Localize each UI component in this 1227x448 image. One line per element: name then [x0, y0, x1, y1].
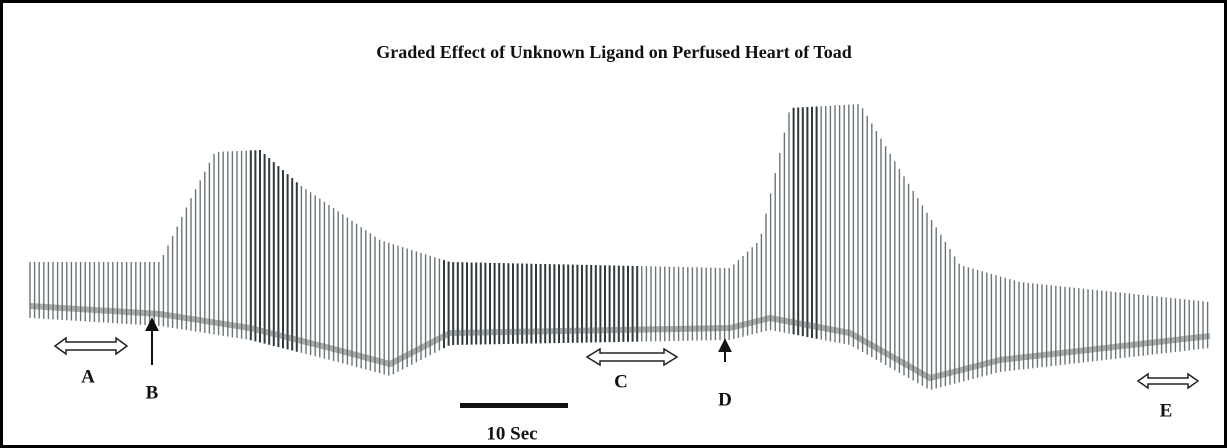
- trace-baseline: [29, 303, 1211, 382]
- marker-label: A: [81, 366, 95, 387]
- marker-label: B: [146, 382, 159, 403]
- marker-label: D: [718, 389, 732, 410]
- scale-bar-label: 10 Sec: [486, 423, 537, 444]
- marker-label: C: [614, 371, 628, 392]
- title: Graded Effect of Unknown Ligand on Perfu…: [376, 42, 852, 62]
- scale-bar: [460, 403, 568, 408]
- kymograph-trace: [29, 104, 1211, 390]
- marker-label: E: [1160, 400, 1173, 421]
- double-arrow: [53, 336, 1200, 390]
